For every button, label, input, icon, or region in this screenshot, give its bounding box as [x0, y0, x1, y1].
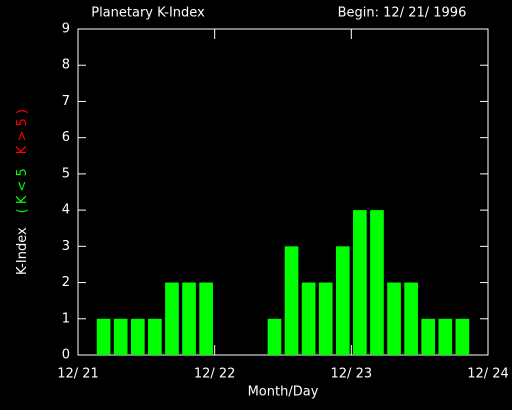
bar — [113, 318, 128, 355]
y-tick-label: 9 — [62, 22, 70, 37]
y-tick-label: 1 — [62, 311, 70, 326]
y-tick-label: 7 — [62, 94, 70, 109]
bar — [370, 210, 384, 355]
y-tick-label: 2 — [62, 275, 70, 290]
bar — [301, 282, 316, 355]
bar — [165, 282, 179, 355]
bar — [455, 318, 470, 355]
y-tick-label: 4 — [62, 203, 70, 218]
bar — [267, 318, 282, 355]
x-axis-label: Month/Day — [248, 385, 319, 400]
chart-subtitle: Begin: 12/ 21/ 1996 — [338, 6, 467, 21]
bar — [199, 282, 213, 355]
y-tick-label: 6 — [62, 130, 70, 145]
bar — [318, 282, 333, 355]
x-tick-label: 12/ 24 — [467, 367, 509, 382]
y-tick-label: 0 — [62, 348, 70, 363]
bar — [421, 318, 436, 355]
y-axis-label: K-Index ( K < 5 K > 5 ) — [15, 109, 30, 275]
y-tick-label: 5 — [62, 166, 70, 181]
bar — [96, 318, 111, 355]
x-tick-label: 12/ 23 — [331, 367, 373, 382]
bar — [404, 282, 418, 355]
x-tick-label: 12/ 22 — [194, 367, 236, 382]
x-tick-label: 12/ 21 — [57, 367, 99, 382]
plot-frame — [77, 28, 489, 356]
y-axis-label-part: K > 5 ) — [15, 109, 30, 154]
bar — [182, 282, 196, 355]
bar — [284, 246, 299, 355]
bar — [148, 318, 162, 355]
y-tick-label: 8 — [62, 58, 70, 73]
bar — [335, 246, 350, 355]
bar — [353, 210, 367, 355]
bar — [387, 282, 401, 355]
y-tick-label: 3 — [62, 239, 70, 254]
y-axis-label-part: K-Index — [15, 227, 30, 275]
bar — [438, 318, 453, 355]
bar — [130, 318, 145, 355]
chart-title: Planetary K-Index — [91, 6, 205, 21]
y-axis-label-part: ( K < 5 — [15, 168, 30, 213]
